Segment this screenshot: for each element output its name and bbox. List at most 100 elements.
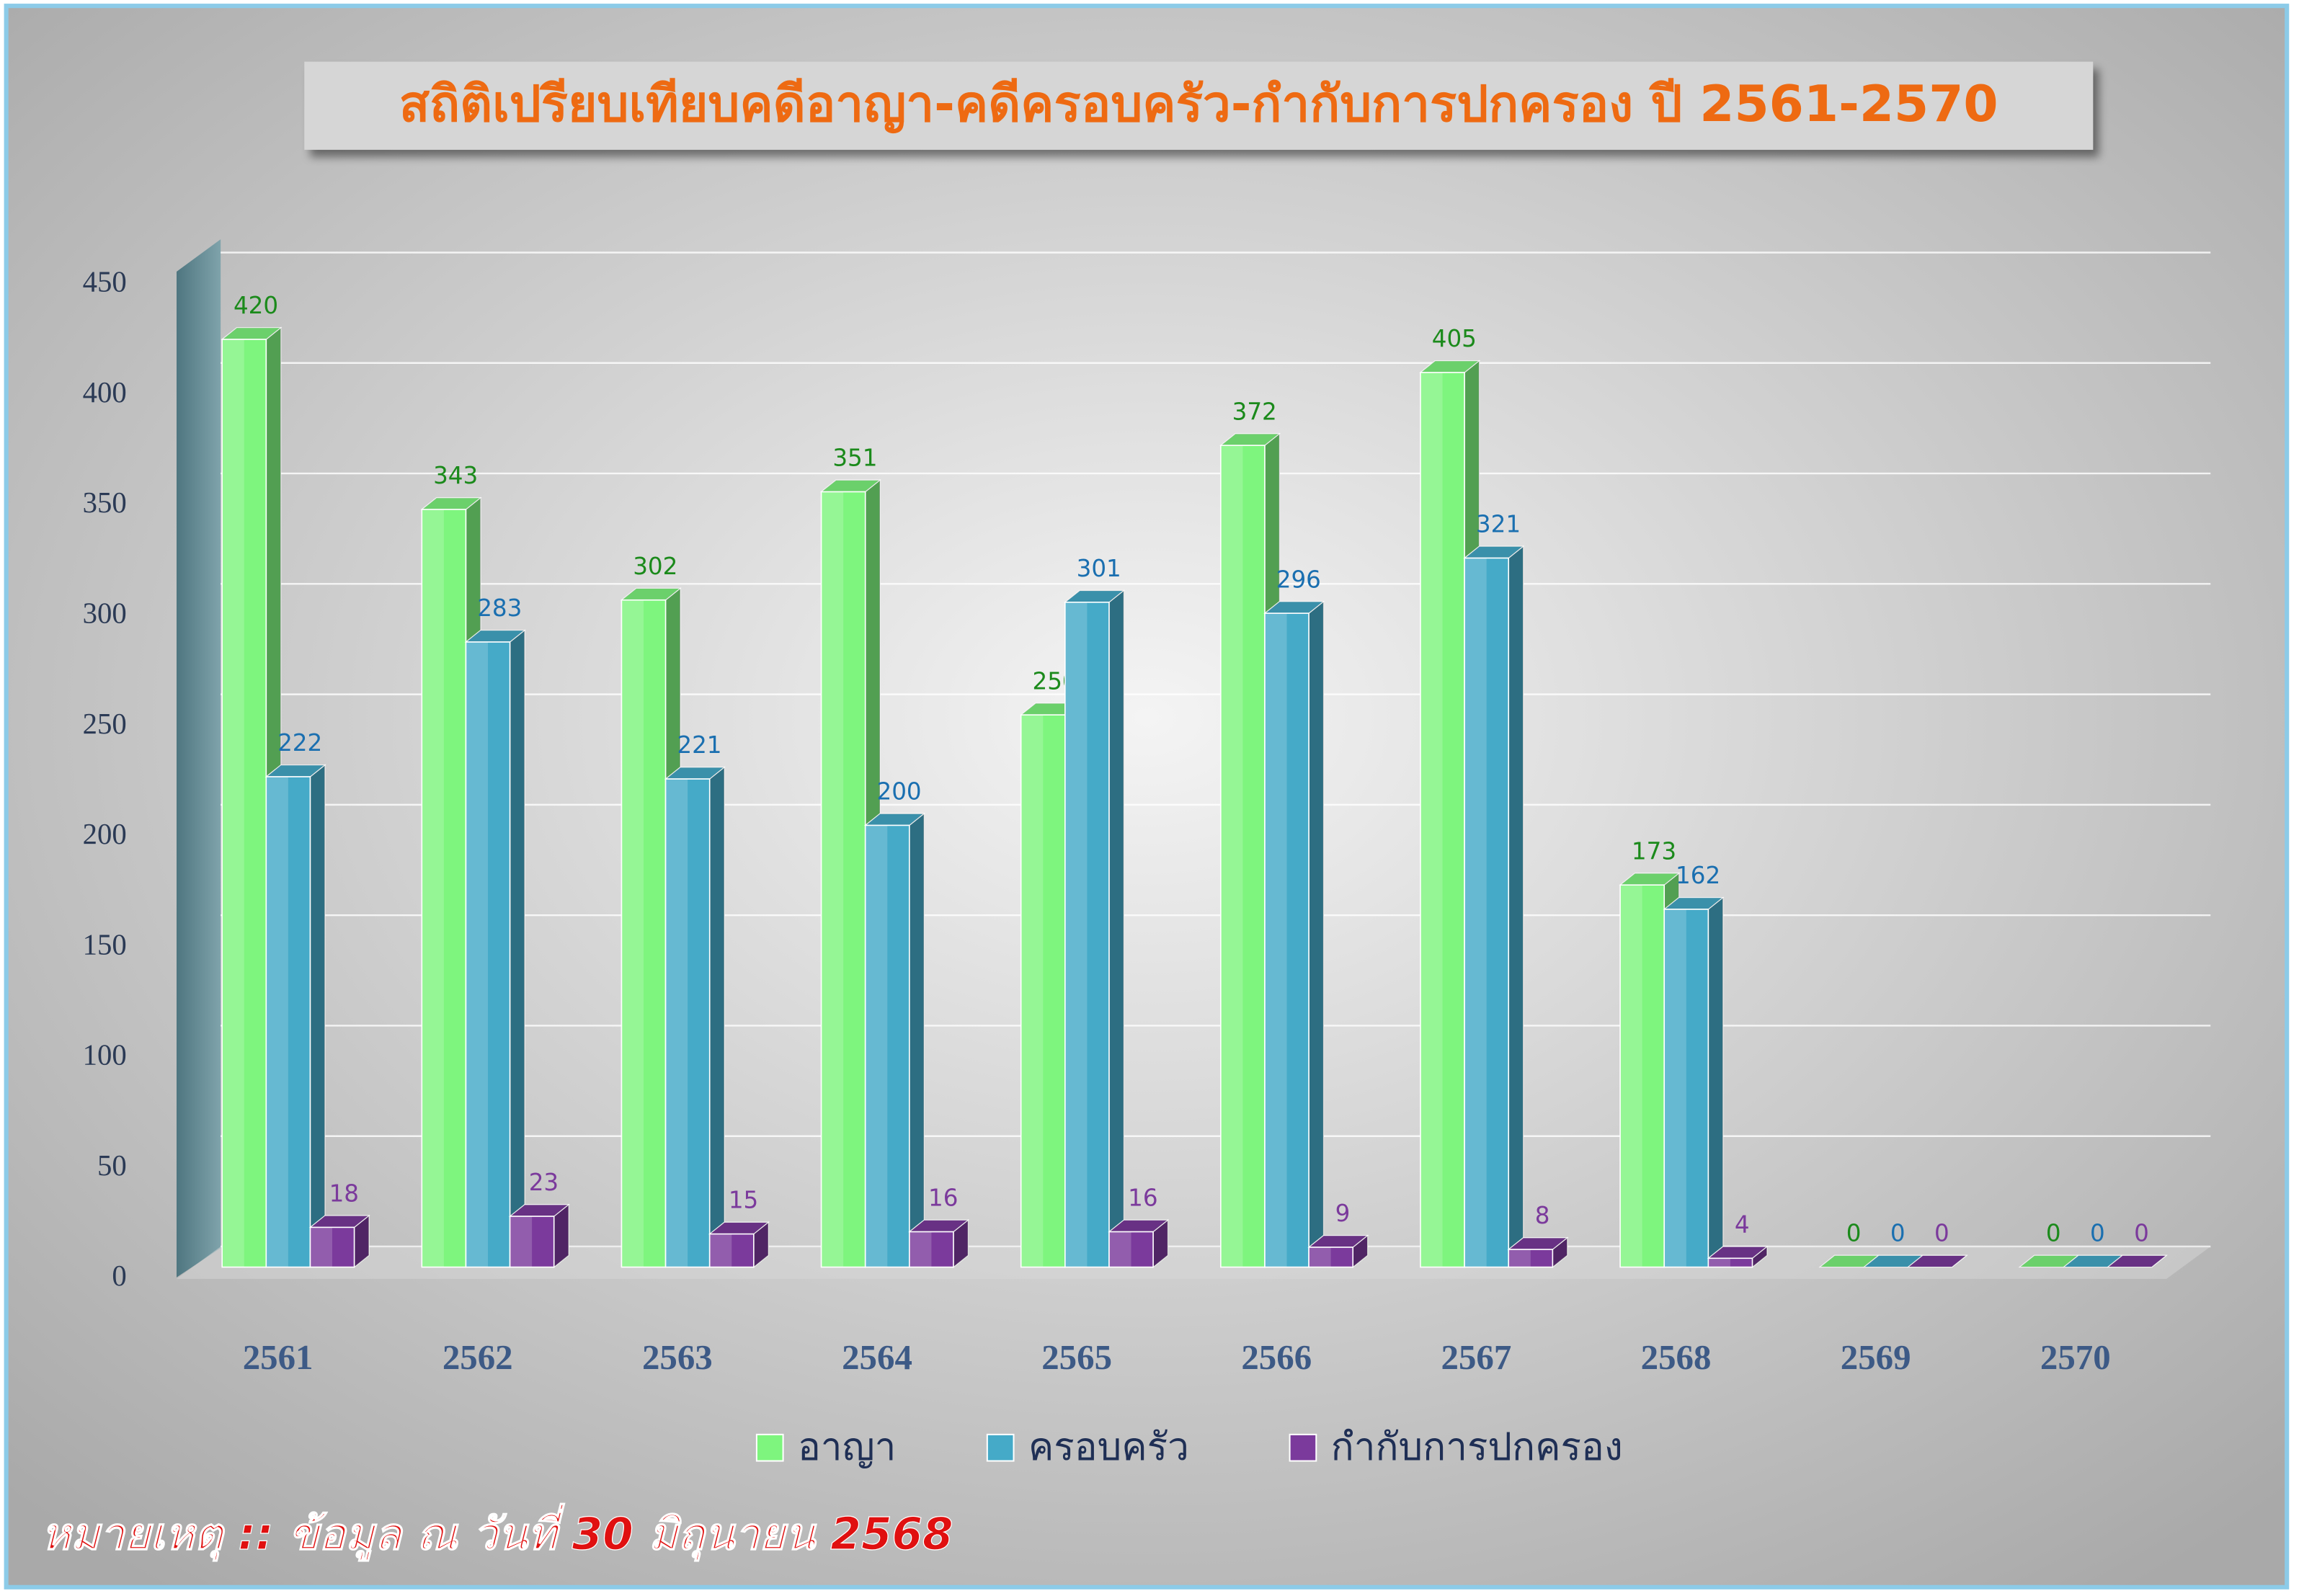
bar-top [1906,1254,1968,1268]
value-label: 23 [529,1169,559,1196]
chart-title: สถิติเปรียบเทียบคดีอาญา-คดีครอบครัว-กำกั… [399,76,1998,133]
legend-label: อาญา [798,1425,896,1469]
bar-top-shade [422,497,481,510]
x-tick-label: 2562 [443,1337,513,1377]
bar [1420,372,1465,1268]
bar [1020,714,1066,1268]
legend-label: กำกับการปกครอง [1331,1425,1623,1469]
value-label: 405 [1432,325,1477,352]
y-tick-label: 400 [83,376,127,409]
value-label: 200 [876,778,921,806]
bar-side-shade [909,813,925,1267]
bar-top-shade [1664,897,1723,909]
bar-top-shade [865,813,925,826]
bar [1308,1247,1354,1268]
bar-highlight [821,491,844,1267]
bar-side-shade [953,1220,969,1267]
bar-side-shade [709,767,725,1267]
title-box [304,61,2094,150]
bar [465,641,511,1268]
legend-swatch [755,1433,784,1462]
x-tick-label: 2564 [842,1337,912,1377]
bar-top-shade [1864,1255,1923,1267]
value-label: 9 [1335,1200,1351,1227]
bar-top-shade [621,588,680,600]
bar-side-shade [1708,897,1723,1267]
bar [820,491,866,1268]
bar-side-shade [753,1222,769,1267]
bar [1619,884,1666,1268]
value-label: 372 [1232,398,1277,425]
bar-highlight [1508,1249,1531,1267]
x-tick-label: 2561 [243,1337,314,1377]
y-tick-label: 450 [83,266,127,298]
bar [265,776,311,1268]
value-label: 162 [1676,862,1720,889]
bar-highlight [1708,1258,1730,1267]
bar [1508,1249,1554,1268]
bar-top-shade [2019,1255,2078,1267]
bar-highlight [1664,909,1686,1267]
y-tick-label: 250 [83,708,127,740]
bar-highlight [621,599,644,1267]
bar-highlight [1108,1231,1131,1267]
background [4,4,2290,1590]
bar-highlight [1309,1247,1331,1267]
legend-swatch [1289,1433,1317,1462]
value-label: 8 [1535,1202,1550,1229]
bar-side-shade [1108,590,1124,1267]
x-tick-label: 2566 [1241,1337,1312,1377]
value-label: 301 [1077,555,1121,582]
bar [309,1226,355,1268]
bar-top-shade [1708,1246,1767,1259]
x-tick-label: 2570 [2040,1337,2111,1377]
bar-highlight [1420,372,1443,1267]
bar [1264,612,1309,1268]
plot: 0501001502002503003504004502561420222182… [83,251,2211,1469]
value-label: 4 [1735,1211,1750,1238]
bar-side-shade [310,764,325,1267]
value-label: 0 [1846,1220,1862,1247]
bar-highlight [466,641,489,1267]
bar [1220,445,1266,1268]
value-label: 0 [2090,1220,2105,1247]
bar-highlight [310,1227,333,1267]
bar-highlight [1620,885,1642,1267]
value-label: 222 [277,729,322,757]
y-tick-label: 150 [83,928,127,960]
bar-highlight [865,825,888,1267]
bar-highlight [1264,613,1287,1267]
bar-highlight [510,1216,533,1267]
bar-side-shade [510,630,525,1267]
bar-top-shade [1464,546,1524,558]
left-wall [177,239,221,1278]
bar [1707,1257,1753,1268]
x-tick-label: 2569 [1841,1337,1911,1377]
bar [1663,909,1709,1268]
bar-top-shade [222,327,281,339]
y-tick-label: 100 [83,1039,127,1071]
bar-side-shade [553,1204,569,1267]
bar-top-shade [1108,1220,1168,1232]
value-label: 343 [433,462,478,489]
bar-highlight [1220,445,1243,1267]
bar-top-shade [1508,1237,1568,1250]
bar-top-shade [1264,601,1324,614]
bar [1064,601,1110,1268]
bar-highlight [1064,602,1088,1267]
x-tick-label: 2568 [1641,1337,1712,1377]
bar-top-shade [1908,1255,1967,1267]
bar [1108,1231,1154,1268]
bar-top-shade [909,1220,969,1232]
bar [421,509,467,1268]
bar [708,1233,755,1268]
bar-top-shade [1620,873,1679,886]
value-label: 173 [1632,837,1676,865]
bar-highlight [1464,558,1487,1267]
legend-swatch [986,1433,1015,1462]
bar-top-shade [310,1216,369,1228]
value-label: 0 [2046,1220,2061,1247]
note: หมายเหตุ :: ข้อมูล ณ วันที่ 30 มิถุนายน … [42,1503,953,1561]
value-label: 302 [633,553,677,580]
